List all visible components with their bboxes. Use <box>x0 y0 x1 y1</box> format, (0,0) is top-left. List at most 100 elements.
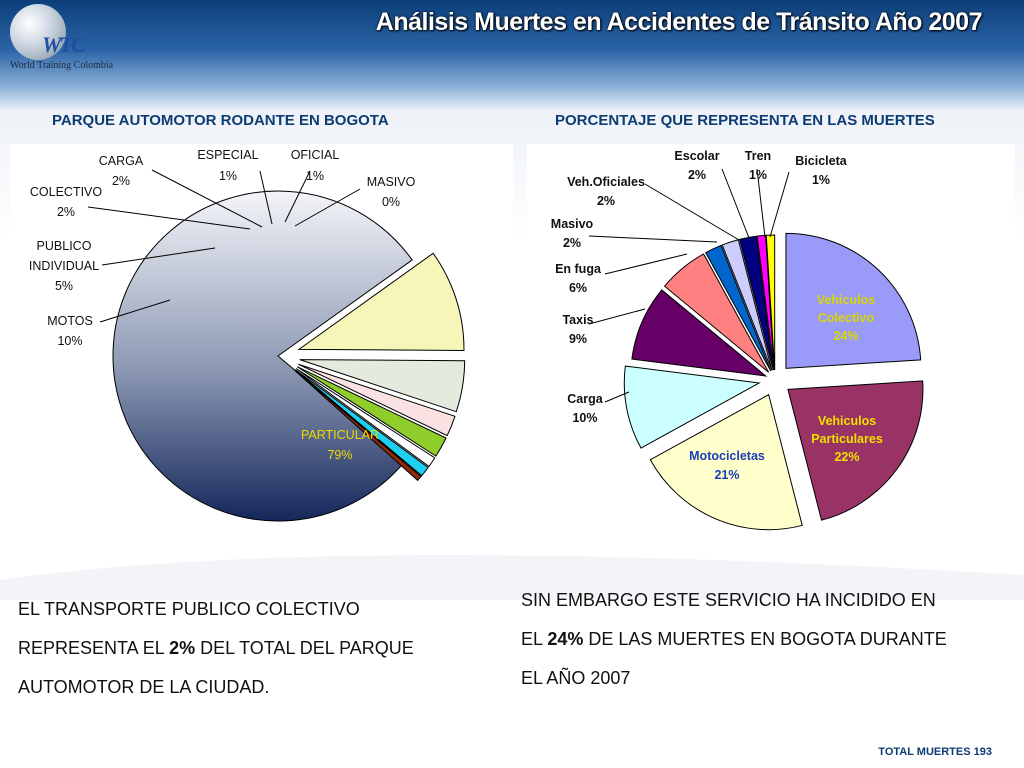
left-summary-line1: EL TRANSPORTE PUBLICO COLECTIVO <box>18 599 360 619</box>
label-escolar-pct: 2% <box>688 168 706 182</box>
leader-line <box>721 168 750 239</box>
leader-line <box>294 188 361 227</box>
leader-line <box>756 168 766 238</box>
pie-slice-escolar <box>738 235 774 371</box>
leader-line <box>101 247 216 266</box>
pie-slice-vehiculos-particulares <box>787 380 924 521</box>
left-summary-line2: REPRESENTA EL 2% DEL TOTAL DEL PARQUE <box>18 629 488 668</box>
label-individual: INDIVIDUAL <box>29 259 99 273</box>
label-escolar: Escolar <box>674 149 719 163</box>
label-colectivo-2: Colectivo <box>818 311 875 325</box>
right-summary-text: SIN EMBARGO ESTE SERVICIO HA INCIDIDO EN… <box>521 581 1011 698</box>
label-motos: MOTOS <box>47 314 93 328</box>
slide-title: Análisis Muertes en Accidentes de Tránsi… <box>375 8 983 36</box>
label-motocicletas-pct: 21% <box>714 468 739 482</box>
leader-line <box>87 206 251 230</box>
decorative-wave <box>0 555 1024 600</box>
total-deaths-footer: TOTAL MUERTES 193 <box>878 746 992 758</box>
left-summary-line3: AUTOMOTOR DE LA CIUDAD. <box>18 677 270 697</box>
left-summary-text: EL TRANSPORTE PUBLICO COLECTIVO REPRESEN… <box>18 590 488 707</box>
label-motocicletas: Motocicletas <box>689 449 765 463</box>
pie-slice-oficial <box>294 369 429 477</box>
leader-line <box>769 171 790 238</box>
label-particulares-pct: 22% <box>834 450 859 464</box>
leader-line <box>284 170 311 223</box>
leader-line <box>604 391 630 403</box>
leader-line <box>151 169 263 228</box>
leader-line <box>588 308 646 325</box>
logo-text: World Training Colombia <box>10 60 114 71</box>
label-oficial: OFICIAL <box>291 148 340 162</box>
right-chart-panel: Escolar 2% Tren 1% Bicicleta 1% Veh.Ofic… <box>527 144 1015 540</box>
right-line2-pre: EL <box>521 629 548 649</box>
label-motos-pct: 10% <box>57 334 82 348</box>
left-pie-chart: CARGA 2% ESPECIAL 1% OFICIAL 1% MASIVO 0… <box>29 148 466 522</box>
right-pie-chart: Escolar 2% Tren 1% Bicicleta 1% Veh.Ofic… <box>551 149 924 531</box>
label-bicicleta: Bicicleta <box>795 154 847 168</box>
label-colectivo: COLECTIVO <box>30 185 103 199</box>
pie-slice-masivo <box>705 244 772 372</box>
pie-slice-carga <box>296 366 447 457</box>
pie-slice-publico-individual <box>299 359 466 413</box>
company-logo: WTC World Training Colombia <box>6 4 126 74</box>
leader-line <box>99 299 171 323</box>
label-bicicleta-pct: 1% <box>812 173 830 187</box>
label-masivo: Masivo <box>551 217 594 231</box>
right-chart-title: PORCENTAJE QUE REPRESENTA EN LAS MUERTES <box>555 112 935 129</box>
label-particulares-2: Particulares <box>811 432 883 446</box>
pie-slice-tren <box>756 234 775 371</box>
label-especial: ESPECIAL <box>197 148 258 162</box>
label-oficiales-pct: 2% <box>597 194 615 208</box>
pie-slice-motos <box>297 252 465 352</box>
left-chart-title: PARQUE AUTOMOTOR RODANTE EN BOGOTA <box>52 112 389 129</box>
left-line2-pre: REPRESENTA EL <box>18 638 170 658</box>
leader-line <box>604 253 688 275</box>
right-line2-post: DE LAS MUERTES EN BOGOTA DURANTE <box>583 629 947 649</box>
label-taxis: Taxis <box>562 313 593 327</box>
left-line2-post: DEL TOTAL DEL PARQUE <box>195 638 414 658</box>
logo-mark: WTC <box>42 32 86 57</box>
label-particular: PARTICULAR <box>301 428 379 442</box>
label-masivo-pct: 2% <box>563 236 581 250</box>
leader-line <box>259 170 273 225</box>
right-summary-line2: EL 24% DE LAS MUERTES EN BOGOTA DURANTE <box>521 620 1011 659</box>
globe-icon <box>10 4 66 60</box>
label-oficiales: Veh.Oficiales <box>567 175 645 189</box>
left-highlight-pct: 2% <box>169 638 196 658</box>
pie-slice-vehiculos-colectivo <box>785 232 922 369</box>
label-tren: Tren <box>745 149 771 163</box>
pie-slice-especial <box>295 368 436 468</box>
leader-line <box>644 183 740 241</box>
label-especial-pct: 1% <box>219 169 237 183</box>
label-masivo: MASIVO <box>367 175 416 189</box>
pie-slice-en-fuga <box>663 253 770 373</box>
label-masivo-pct: 0% <box>382 195 400 209</box>
label-carga-pct: 2% <box>112 174 130 188</box>
label-publico: PUBLICO <box>37 239 92 253</box>
right-summary-line3: EL AÑO 2007 <box>521 668 631 688</box>
pie-slice-taxis <box>631 289 768 377</box>
label-publico-pct: 5% <box>55 279 73 293</box>
label-taxis-pct: 9% <box>569 332 587 346</box>
label-carga: Carga <box>567 392 603 406</box>
label-colectivo-pct: 2% <box>57 205 75 219</box>
right-summary-line1: SIN EMBARGO ESTE SERVICIO HA INCIDIDO EN <box>521 590 936 610</box>
label-tren-pct: 1% <box>749 168 767 182</box>
label-carga: CARGA <box>99 154 144 168</box>
label-particular-pct: 79% <box>327 448 352 462</box>
label-oficial-pct: 1% <box>306 169 324 183</box>
pie-slice-masivo <box>294 370 422 482</box>
label-colectivo-1: Vehiculos <box>817 293 875 307</box>
label-particulares-1: Vehiculos <box>818 414 876 428</box>
label-carga-pct: 10% <box>572 411 597 425</box>
pie-slice-particular <box>112 190 413 522</box>
right-highlight-pct: 24% <box>547 629 584 649</box>
label-colectivo-pct: 24% <box>833 329 858 343</box>
label-fuga-pct: 6% <box>569 281 587 295</box>
label-fuga: En fuga <box>555 262 602 276</box>
header-banner <box>0 0 1024 110</box>
left-chart-panel: CARGA 2% ESPECIAL 1% OFICIAL 1% MASIVO 0… <box>10 144 513 540</box>
pie-slice-motocicletas <box>649 393 803 531</box>
pie-slice-colectivo <box>298 363 456 437</box>
pie-slice-carga <box>623 365 761 449</box>
